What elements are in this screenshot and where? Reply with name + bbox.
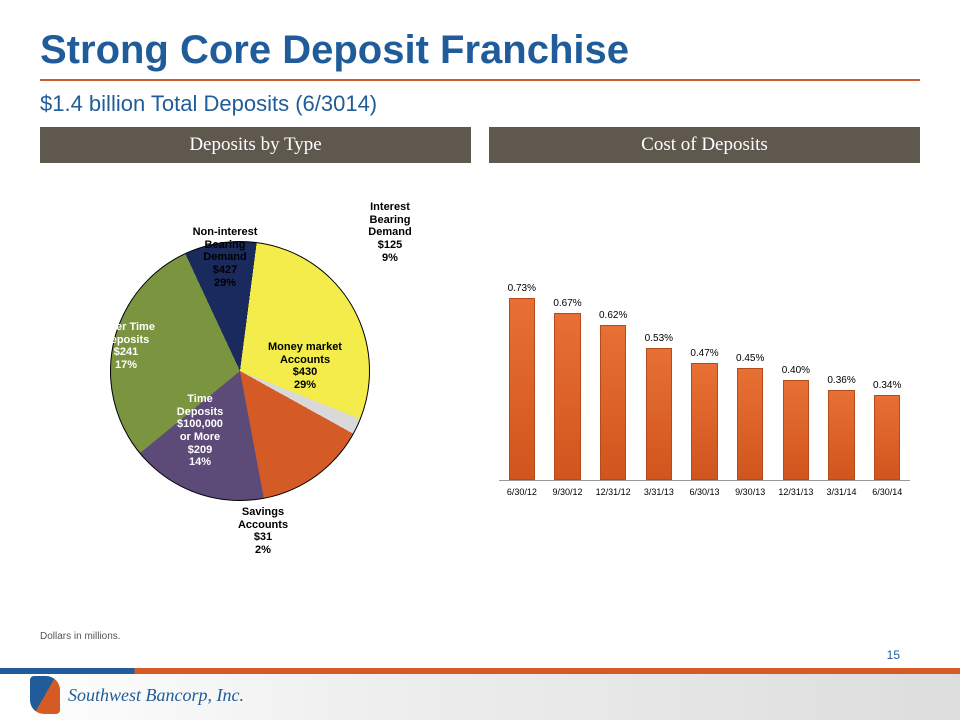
bar-value-label: 0.36%	[827, 375, 855, 386]
bar-x-label: 6/30/13	[690, 487, 720, 497]
bar-column: 0.34%	[868, 380, 906, 480]
footer: Southwest Bancorp, Inc.	[0, 668, 960, 720]
pie-label: SavingsAccounts$312%	[218, 506, 308, 557]
bar-value-label: 0.73%	[508, 283, 536, 294]
pie-label: Money marketAccounts$43029%	[250, 341, 360, 392]
bar-column: 0.62%	[594, 310, 632, 480]
header-deposits-by-type: Deposits by Type	[40, 127, 471, 163]
company-name: Southwest Bancorp, Inc.	[68, 685, 244, 706]
section-headers: Deposits by Type Cost of Deposits	[40, 127, 920, 163]
bar	[509, 298, 535, 481]
bar-value-label: 0.62%	[599, 310, 627, 321]
bar	[646, 348, 672, 481]
bar	[874, 395, 900, 480]
header-cost-of-deposits: Cost of Deposits	[489, 127, 920, 163]
bar-x-label: 6/30/12	[507, 487, 537, 497]
bar	[600, 325, 626, 480]
bar-value-label: 0.53%	[645, 333, 673, 344]
charts-row: InterestBearingDemand$1259% Money marketA…	[40, 171, 920, 571]
company-logo: Southwest Bancorp, Inc.	[30, 676, 244, 714]
bar-value-label: 0.34%	[873, 380, 901, 391]
bar-column: 0.45%	[731, 353, 769, 481]
title-rule	[40, 79, 920, 81]
logo-mark-icon	[30, 676, 60, 714]
bar-column: 0.36%	[823, 375, 861, 480]
slide: Strong Core Deposit Franchise $1.4 billi…	[0, 0, 960, 720]
bar-x-label: 3/31/13	[644, 487, 674, 497]
bar-x-label: 9/30/13	[735, 487, 765, 497]
bar-column: 0.47%	[686, 348, 724, 481]
bar	[783, 380, 809, 480]
bar-column: 0.53%	[640, 333, 678, 481]
bar	[691, 363, 717, 481]
bar-x-labels: 6/30/12 9/30/12 12/31/12 3/31/13 6/30/13 9/30…	[499, 481, 910, 497]
pie-label: Other TimeDeposits$24117%	[76, 321, 176, 372]
page-title: Strong Core Deposit Franchise	[40, 28, 920, 73]
bar-x-label: 12/31/12	[596, 487, 631, 497]
bar-value-label: 0.67%	[553, 298, 581, 309]
bar-x-label: 12/31/13	[778, 487, 813, 497]
bar-chart: 0.73% 0.67% 0.62% 0.53% 0.47% 0.45% 0.40% 0.36%…	[499, 261, 910, 481]
pie-panel: InterestBearingDemand$1259% Money marketA…	[40, 171, 471, 571]
bar-x-label: 3/31/14	[827, 487, 857, 497]
bar-column: 0.40%	[777, 365, 815, 480]
page-number: 15	[887, 648, 900, 662]
bar-value-label: 0.45%	[736, 353, 764, 364]
bar-x-label: 9/30/12	[552, 487, 582, 497]
bar-column: 0.67%	[549, 298, 587, 481]
bar	[554, 313, 580, 481]
subtitle: $1.4 billion Total Deposits (6/3014)	[40, 91, 920, 117]
footnote: Dollars in millions.	[40, 631, 121, 642]
bar-value-label: 0.47%	[690, 348, 718, 359]
pie-label: InterestBearingDemand$1259%	[350, 201, 430, 264]
bar	[828, 390, 854, 480]
bar-value-label: 0.40%	[782, 365, 810, 376]
bar-column: 0.73%	[503, 283, 541, 481]
bar	[737, 368, 763, 481]
bar-x-label: 6/30/14	[872, 487, 902, 497]
pie-label: Non-interestBearingDemand$42729%	[170, 226, 280, 289]
bar-area: 0.73% 0.67% 0.62% 0.53% 0.47% 0.45% 0.40% 0.36%…	[499, 261, 910, 521]
pie-label: TimeDeposits$100,000or More$20914%	[150, 393, 250, 469]
bar-panel: 0.73% 0.67% 0.62% 0.53% 0.47% 0.45% 0.40% 0.36%…	[489, 171, 920, 571]
